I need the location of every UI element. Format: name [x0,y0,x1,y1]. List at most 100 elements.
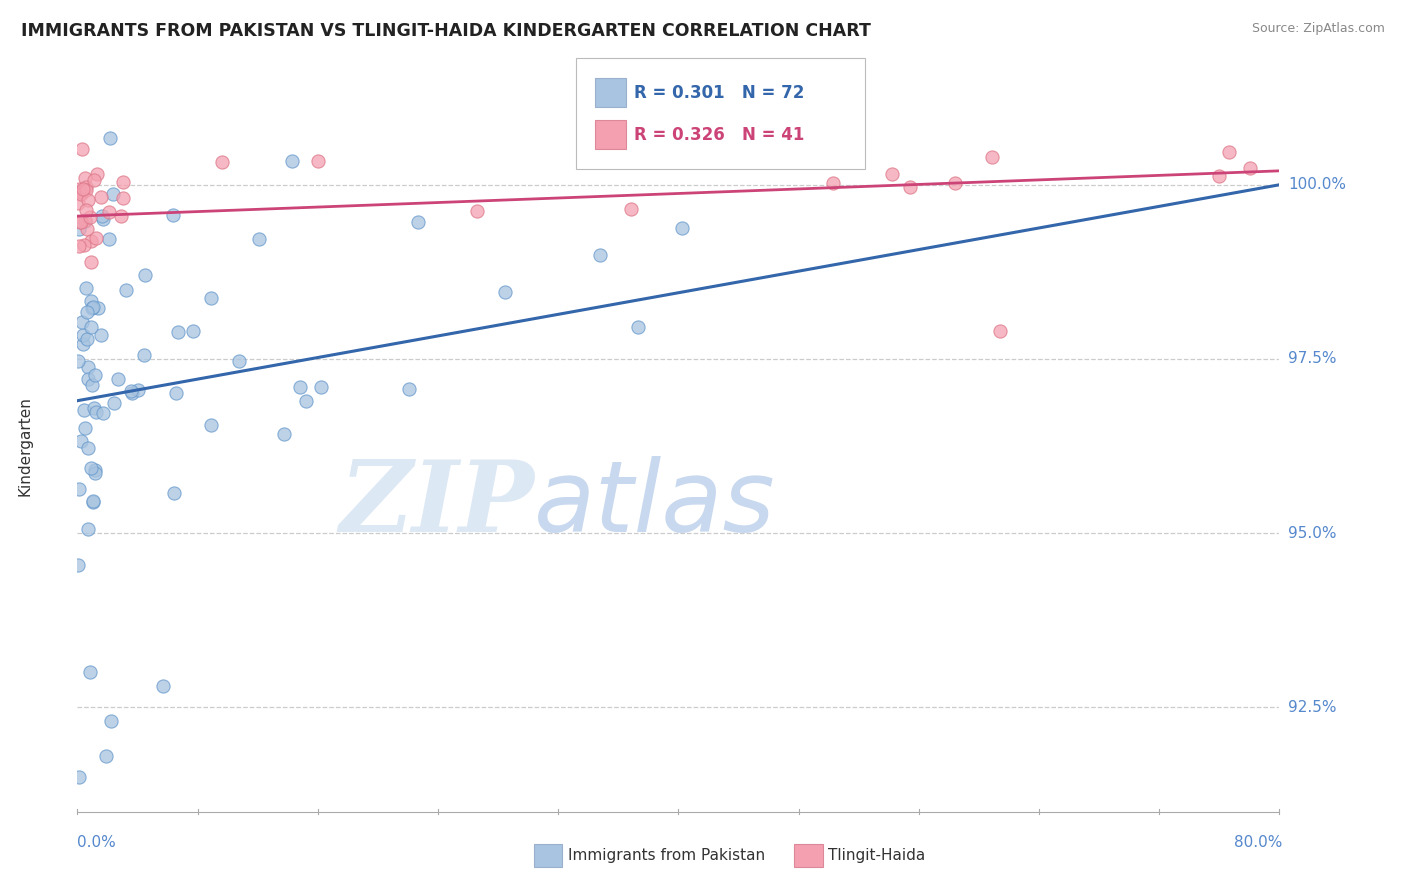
Point [1218,145,1240,159]
Point [247,232,270,246]
Point [103,187,125,202]
Point [75,280,97,294]
Point [589,248,612,262]
Point [181,324,204,338]
Point [75,202,97,217]
Point [80,255,103,269]
Point [79,665,101,680]
Point [83,368,105,382]
Text: atlas: atlas [534,456,776,553]
Text: 97.5%: 97.5% [1288,351,1336,367]
Point [82,493,104,508]
Point [75,212,97,227]
Point [111,191,134,205]
Point [76,221,98,235]
Point [83,172,105,186]
Point [77,359,100,374]
Text: Source: ZipAtlas.com: Source: ZipAtlas.com [1251,22,1385,36]
Point [82,495,104,509]
Point [76,304,98,318]
Point [83,401,105,416]
Text: R = 0.326   N = 41: R = 0.326 N = 41 [634,126,804,144]
Point [76,372,98,386]
Point [127,383,149,397]
Point [898,179,921,194]
Point [79,234,101,248]
Point [112,175,135,189]
Point [120,384,142,399]
Point [103,396,125,410]
Point [75,183,97,197]
Point [228,353,250,368]
Point [281,154,304,169]
Point [134,268,156,282]
Point [406,215,429,229]
Point [70,215,93,229]
Point [91,407,114,421]
Point [83,463,105,477]
Point [72,337,94,351]
Point [398,382,420,396]
Point [465,203,488,218]
Point [162,208,184,222]
Point [69,215,91,229]
Point [77,193,100,207]
Point [110,210,132,224]
Point [80,319,103,334]
Text: Tlingit-Haida: Tlingit-Haida [828,848,925,863]
Point [76,522,98,536]
Point [72,182,94,196]
Point [988,324,1011,338]
Point [165,386,187,401]
Text: R = 0.301   N = 72: R = 0.301 N = 72 [634,84,804,102]
Point [620,202,643,216]
Point [200,292,222,306]
Point [86,167,108,181]
Point [288,380,311,394]
Point [73,214,96,228]
Point [100,714,122,728]
Point [73,237,96,252]
Point [91,209,114,223]
Point [80,293,103,308]
Text: Immigrants from Pakistan: Immigrants from Pakistan [568,848,765,863]
Point [163,485,186,500]
Point [98,131,121,145]
Text: ZIP: ZIP [339,457,534,553]
Point [70,187,93,202]
Point [627,320,650,334]
Point [98,204,121,219]
Point [152,679,174,693]
Point [76,442,98,456]
Point [84,467,107,481]
Point [84,231,107,245]
Point [67,196,90,211]
Point [273,426,295,441]
Point [76,332,98,346]
Point [97,232,120,246]
Text: 80.0%: 80.0% [1234,836,1282,850]
Point [211,155,233,169]
Point [121,386,143,401]
Point [67,182,90,196]
Point [67,239,90,253]
Point [73,421,96,435]
Point [67,482,90,496]
Point [87,301,110,315]
Point [73,403,96,417]
Point [67,558,90,573]
Point [132,348,155,362]
Text: 0.0%: 0.0% [77,836,117,850]
Point [309,380,332,394]
Point [70,185,93,199]
Point [90,190,112,204]
Point [70,142,93,156]
Point [82,300,104,314]
Text: Kindergarten: Kindergarten [18,396,32,496]
Point [75,180,97,194]
Point [307,153,329,168]
Point [295,394,318,409]
Point [943,176,966,190]
Point [72,328,94,343]
Point [1208,169,1230,184]
